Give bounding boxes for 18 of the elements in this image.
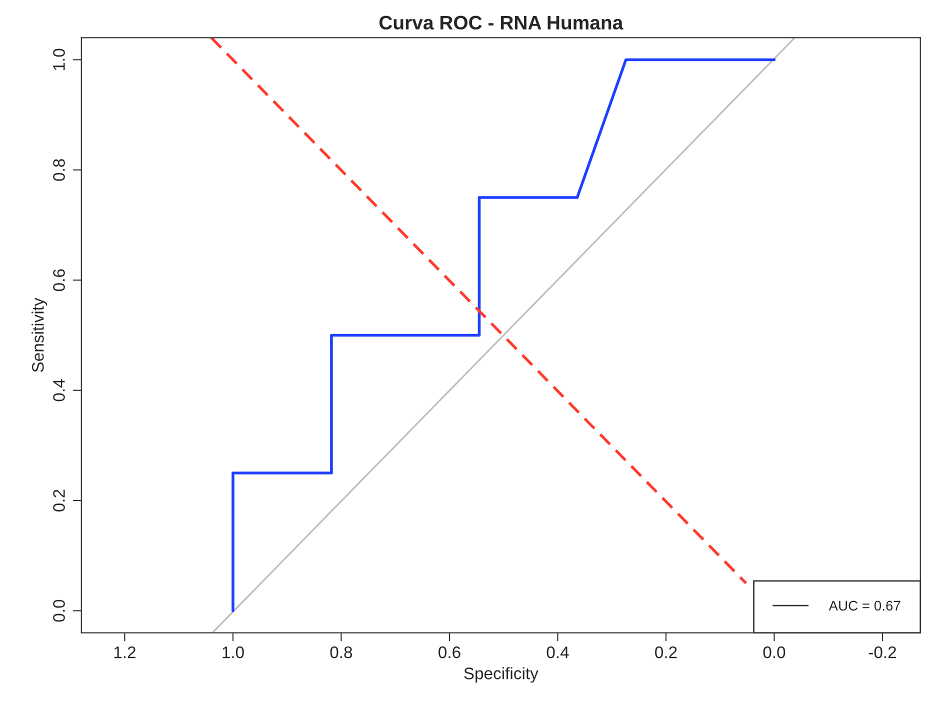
x-tick-label: 0.6	[438, 646, 460, 658]
x-tick-label: 1.2	[114, 646, 136, 658]
x-axis-title: Specificity	[464, 667, 538, 683]
x-tick-label: -0.2	[868, 646, 896, 658]
y-tick-label: 0.8	[53, 159, 65, 181]
y-tick-label: 0.4	[53, 379, 65, 402]
y-axis-title: Sensitivity	[32, 298, 48, 372]
y-tick-label: 0.2	[53, 490, 65, 512]
x-tick-label: 0.4	[546, 646, 569, 658]
chart-title: Curva ROC - RNA Humana	[379, 16, 624, 30]
annotation: AUC = 0.67	[828, 600, 900, 611]
x-tick-label: 0.8	[330, 646, 352, 658]
y-tick-label: 0.0	[53, 600, 65, 622]
x-tick-label: 0.0	[763, 646, 786, 658]
x-tick-label: 1.0	[222, 646, 244, 658]
y-tick-label: 1.0	[53, 48, 65, 70]
y-tick-label: 0.6	[53, 269, 65, 292]
x-tick-label: 0.2	[655, 646, 677, 658]
